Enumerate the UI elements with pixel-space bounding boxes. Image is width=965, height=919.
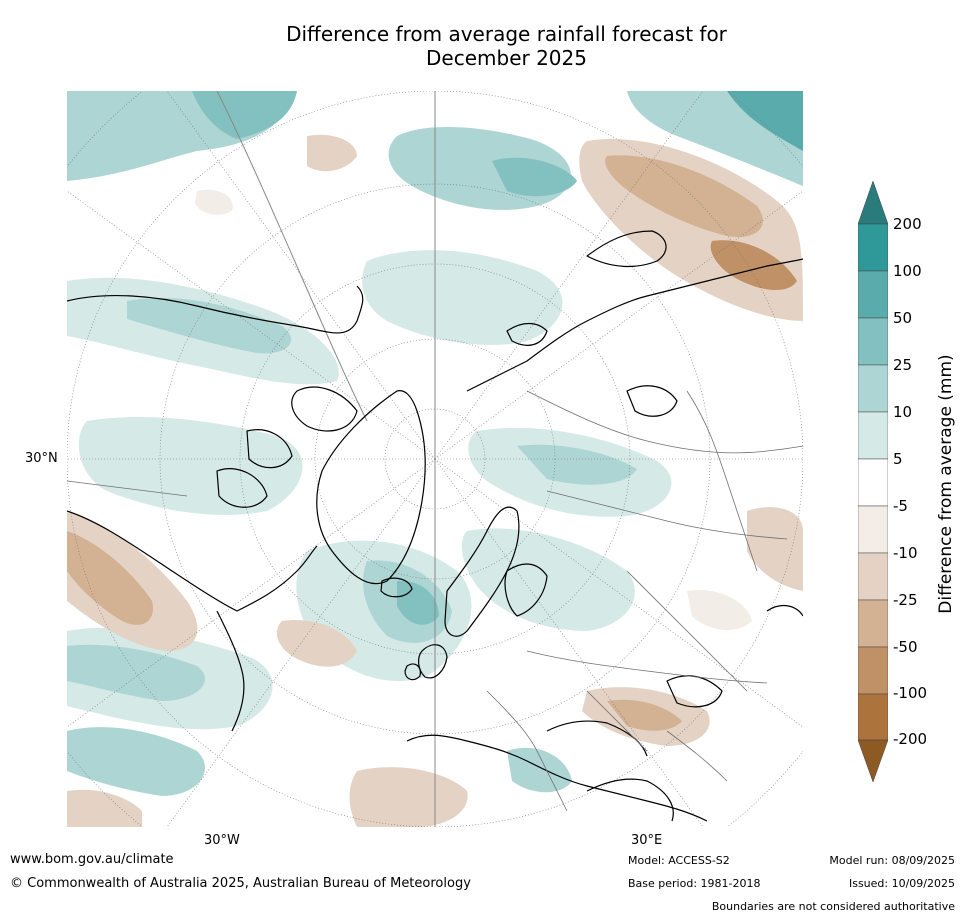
map-title: Difference from average rainfall forecas… [0, 22, 965, 70]
disclaimer-text: Boundaries are not considered authoritat… [711, 900, 955, 913]
colorbar-tick-50: 50 [893, 309, 913, 327]
rainfall-anomaly-map[interactable] [67, 91, 803, 827]
colorbar-tick-100: 100 [893, 262, 922, 280]
title-line-2: December 2025 [426, 46, 587, 70]
prime-meridian [216, 91, 436, 827]
colorbar-segment-below-m200 [858, 739, 888, 783]
latitude-label-30n: 30°N [25, 451, 58, 466]
colorbar-segment-10-25 [858, 364, 888, 413]
colorbar-segment-neutral [858, 458, 888, 507]
colorbar-segment-m5-m10 [858, 505, 888, 554]
website-link[interactable]: www.bom.gov.au/climate [10, 852, 174, 867]
colorbar-tick-minus-25: -25 [893, 591, 918, 609]
colorbar-tick-minus-5: -5 [893, 497, 908, 515]
colorbar-segment-5-10 [858, 411, 888, 460]
colorbar-tick-minus-100: -100 [893, 684, 928, 702]
model-run-text: Model run: 08/09/2025 [829, 854, 955, 867]
colorbar [858, 181, 888, 783]
coastlines [67, 230, 803, 822]
colorbar-segment-m100-m200 [858, 693, 888, 741]
colorbar-segment-25-50 [858, 317, 888, 366]
copyright-text: © Commonwealth of Australia 2025, Austra… [10, 876, 471, 891]
colorbar-segment-m50-m100 [858, 646, 888, 695]
model-text: Model: ACCESS-S2 [628, 854, 730, 867]
colorbar-segment-above-200 [858, 181, 888, 225]
issued-text: Issued: 10/09/2025 [848, 877, 955, 890]
wet-anomaly-areas [67, 91, 803, 796]
colorbar-tick-200: 200 [893, 215, 922, 233]
colorbar-tick-5: 5 [893, 450, 903, 468]
longitude-label-30w: 30°W [204, 833, 240, 848]
colorbar-tick-25: 25 [893, 356, 913, 374]
colorbar-tick-minus-200: -200 [893, 730, 928, 748]
colorbar-tick-10: 10 [893, 403, 913, 421]
base-period-text: Base period: 1981-2018 [628, 877, 761, 890]
dry-anomaly-areas [67, 134, 803, 827]
colorbar-tick-minus-50: -50 [893, 638, 918, 656]
colorbar-segment-100-200 [858, 223, 888, 272]
colorbar-segment-m25-m50 [858, 599, 888, 648]
colorbar-segment-m10-m25 [858, 552, 888, 601]
colorbar-segment-50-100 [858, 270, 888, 319]
country-boundaries [67, 390, 803, 812]
colorbar-tick-minus-10: -10 [893, 544, 918, 562]
longitude-label-30e: 30°E [631, 833, 663, 848]
title-line-1: Difference from average rainfall forecas… [286, 22, 727, 46]
colorbar-title: Difference from average (mm) [936, 354, 956, 614]
graticule [67, 91, 803, 827]
